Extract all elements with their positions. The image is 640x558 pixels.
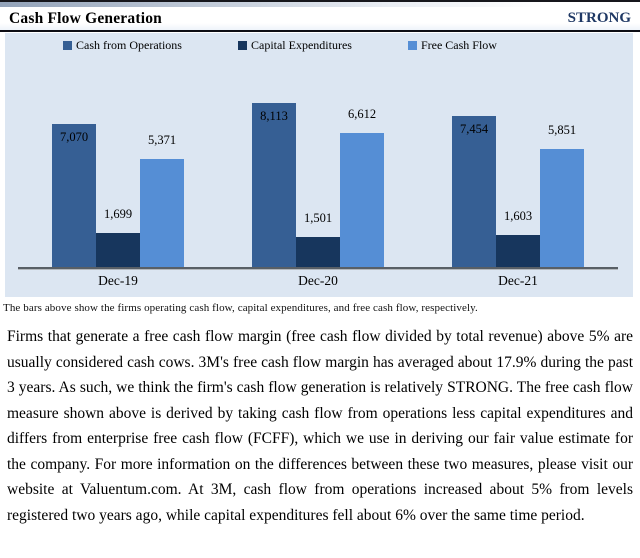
bar-value-label: 5,371 <box>147 133 177 147</box>
legend-swatch-icon <box>63 40 72 50</box>
bar-value-label: 5,851 <box>547 123 577 137</box>
legend-item: Capital Expenditures <box>237 37 352 53</box>
bar-cell: 8,113 <box>252 57 296 267</box>
bar-cell: 7,454 <box>452 57 496 267</box>
bar <box>252 103 296 267</box>
bar-value-label: 7,454 <box>459 122 489 136</box>
chart-body: 7,070 1,699 5,371 8,113 1,501 6,612 7,454 1,603… <box>18 57 618 293</box>
legend-swatch-icon <box>407 40 417 50</box>
bar-cell: 1,699 <box>96 57 140 267</box>
legend-label: Free Cash Flow <box>420 37 497 52</box>
bar-value-label: 8,113 <box>260 109 288 123</box>
x-axis-labels: Dec-19 Dec-20 Dec-21 <box>18 273 618 293</box>
bar-cell: 6,612 <box>340 57 384 267</box>
legend-item: Cash from Operations <box>63 38 182 53</box>
body-paragraph: Firms that generate a free cash flow mar… <box>7 328 633 524</box>
legend: Cash from Operations Capital Expenditures… <box>5 33 633 57</box>
bar-group: 7,454 1,603 5,851 <box>452 57 584 267</box>
bar-cell: 7,070 <box>52 57 96 267</box>
bar <box>340 133 384 267</box>
bar <box>540 149 584 267</box>
rating-badge: STRONG <box>567 10 631 26</box>
plot-area: 7,070 1,699 5,371 8,113 1,501 6,612 7,454 1,603… <box>18 57 618 270</box>
bar <box>452 116 496 267</box>
legend-swatch-icon <box>237 40 247 50</box>
bar-value-label: 1,501 <box>303 211 333 225</box>
bar <box>52 124 96 267</box>
bar-group: 7,070 1,699 5,371 <box>52 57 184 267</box>
section-header: Cash Flow Generation STRONG <box>0 7 640 32</box>
bar <box>296 237 340 267</box>
top-gradient-rule <box>0 0 640 7</box>
bar <box>496 235 540 267</box>
bar-value-label: 1,699 <box>103 207 133 221</box>
bar-group: 8,113 1,501 6,612 <box>252 57 384 267</box>
chart-caption: The bars above show the firms operating … <box>3 302 478 314</box>
x-axis-label: Dec-21 <box>498 273 538 288</box>
bar-value-label: 6,612 <box>347 107 377 121</box>
plot-groups: 7,070 1,699 5,371 8,113 1,501 6,612 7,454 1,603… <box>18 57 618 267</box>
bar-cell: 1,501 <box>296 57 340 267</box>
legend-label: Cash from Operations <box>76 37 182 52</box>
legend-item: Free Cash Flow <box>407 37 497 53</box>
chart-panel: Cash from Operations Capital Expenditures… <box>5 33 633 297</box>
bar-value-label: 7,070 <box>59 130 89 144</box>
bar-cell: 1,603 <box>496 57 540 267</box>
bar-cell: 5,371 <box>140 57 184 267</box>
bar <box>96 233 140 267</box>
x-axis-label: Dec-19 <box>98 273 138 288</box>
bar-value-label: 1,603 <box>503 209 533 223</box>
x-axis-label: Dec-20 <box>298 273 338 288</box>
page-title: Cash Flow Generation <box>9 9 162 27</box>
bar-cell: 5,851 <box>540 57 584 267</box>
legend-label: Capital Expenditures <box>250 37 352 52</box>
bar <box>140 159 184 267</box>
